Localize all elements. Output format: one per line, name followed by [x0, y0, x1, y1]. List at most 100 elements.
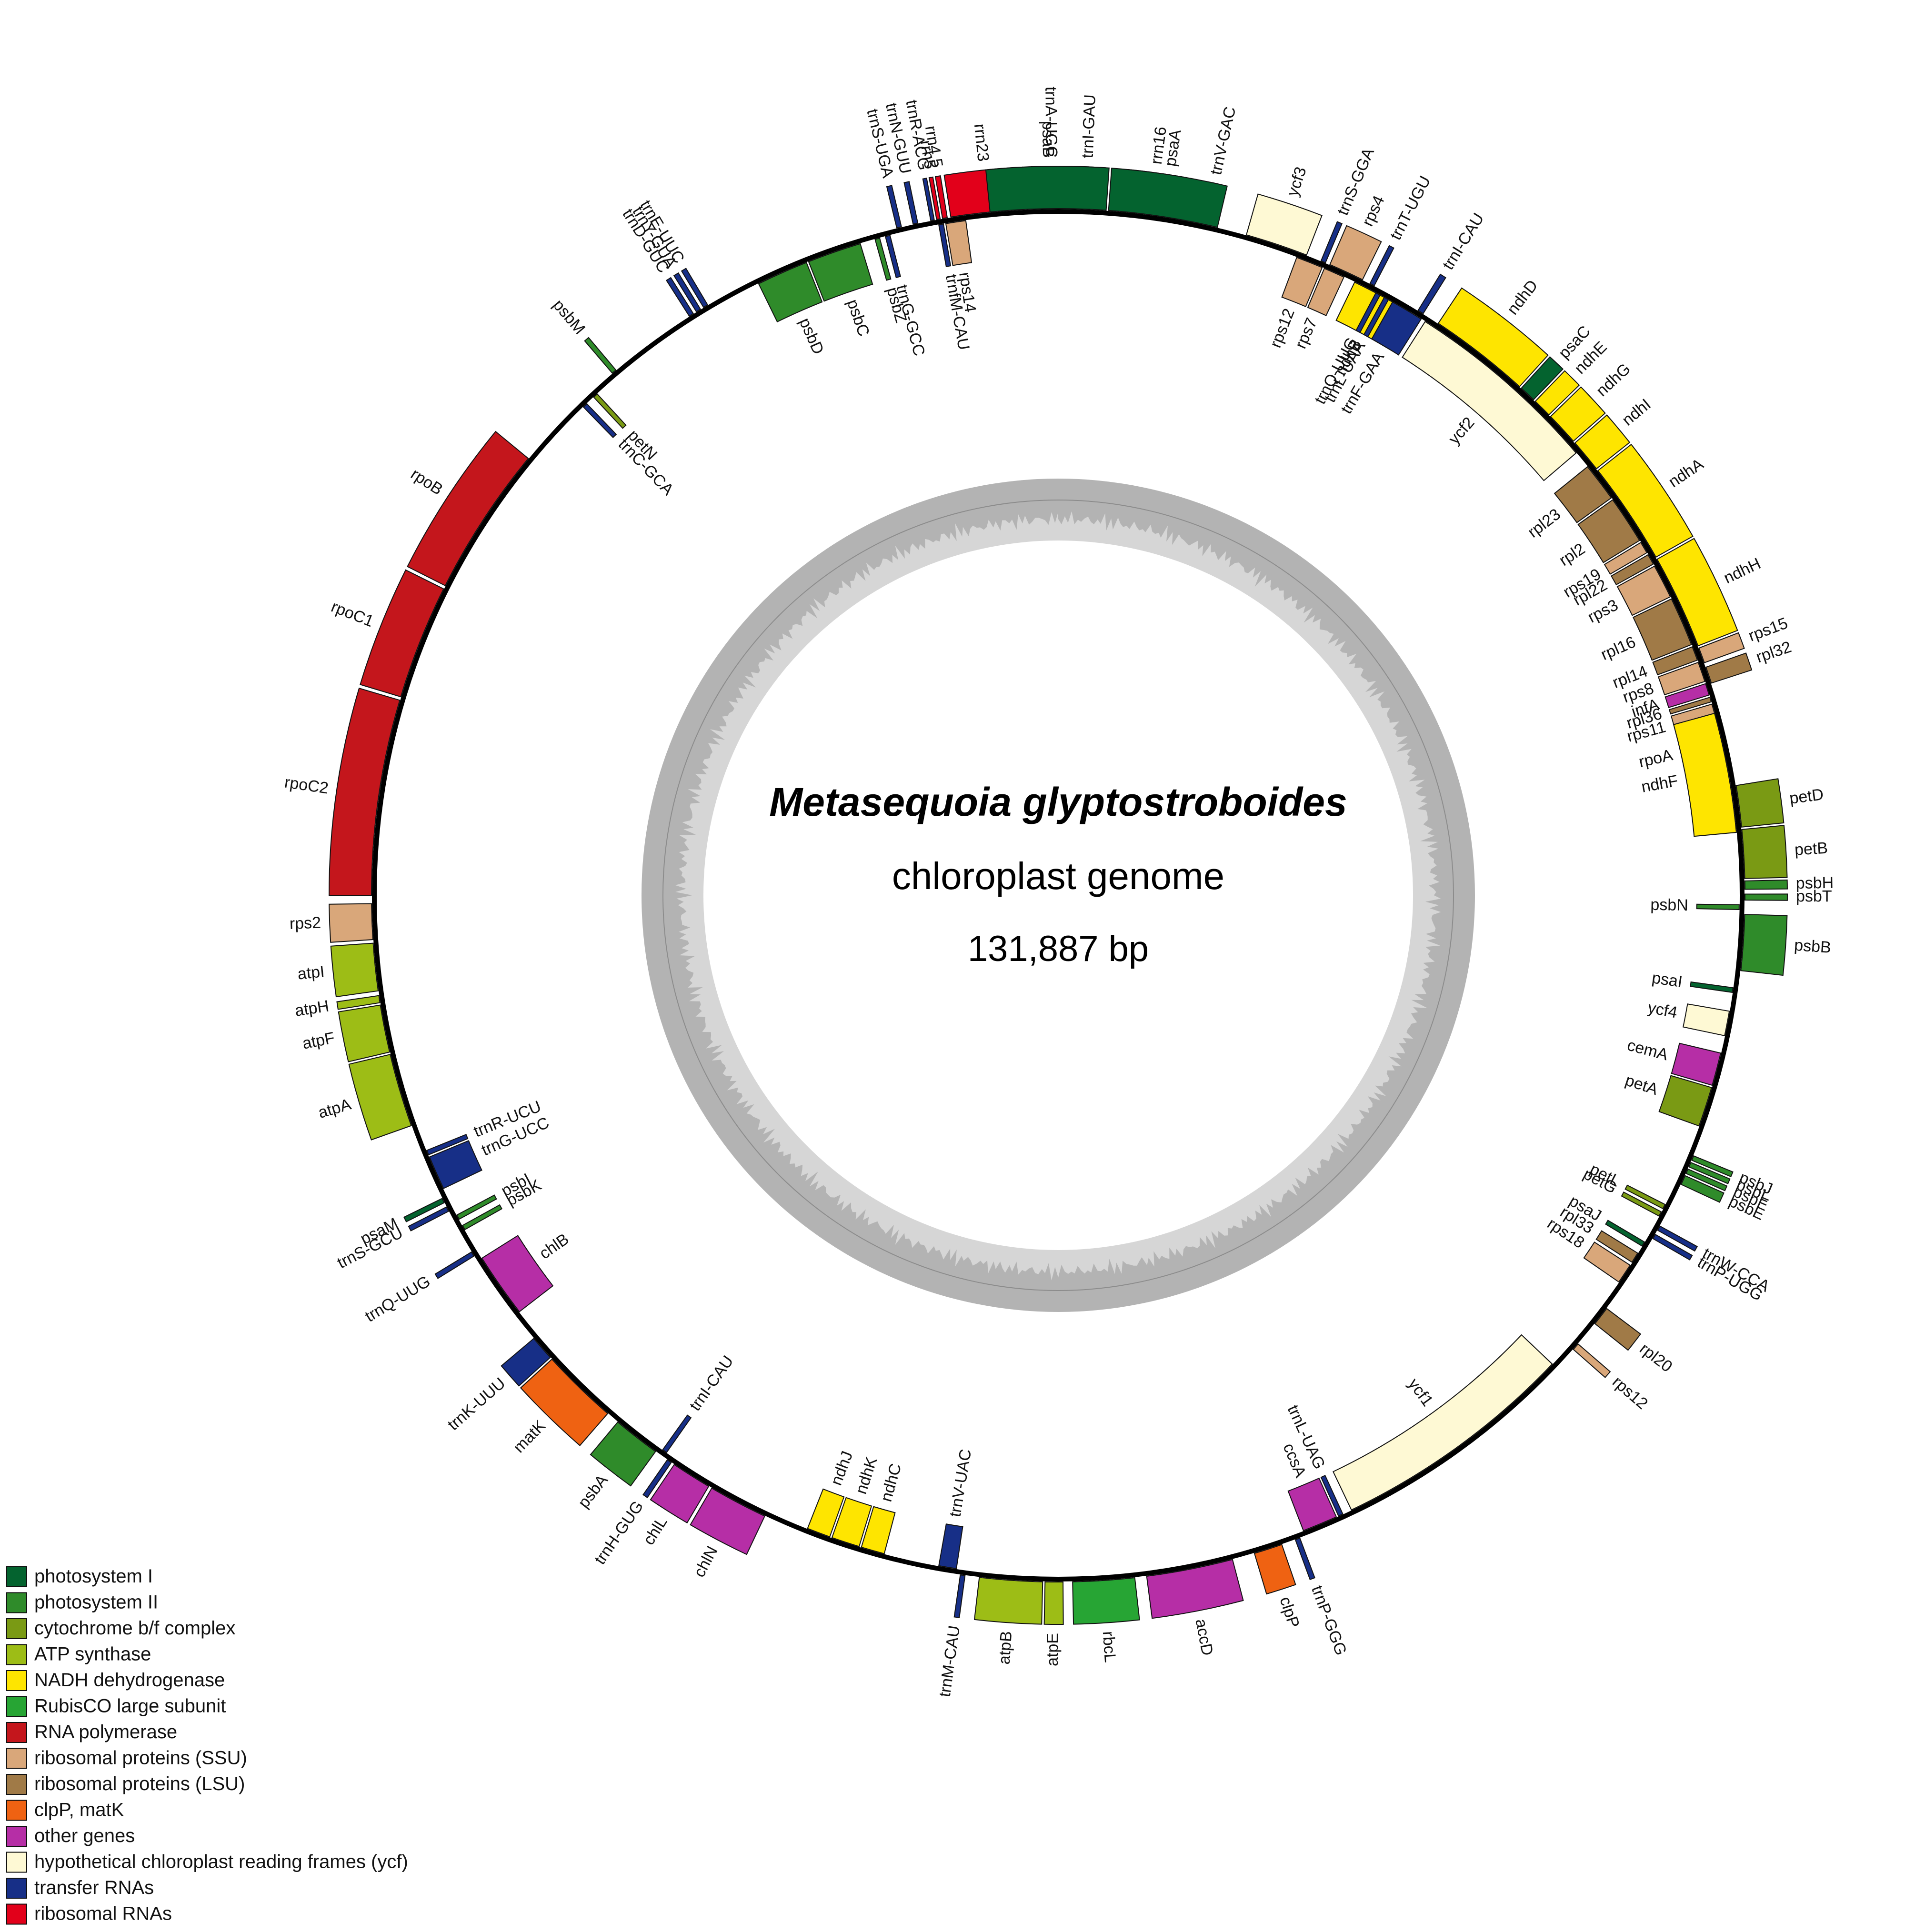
gene-label-peta: petA [1623, 1071, 1661, 1099]
gene-label-ycf3: ycf3 [1283, 165, 1310, 199]
legend-label-rpo: RNA polymerase [34, 1722, 177, 1742]
legend: photosystem I photosystem II cytochrome b/… [6, 1566, 408, 1925]
gene-label-rpl23: rpl23 [1524, 505, 1564, 541]
legend-swatch-atp [6, 1644, 27, 1665]
gene-label-ycf4: ycf4 [1646, 999, 1679, 1022]
gene-label-ndhh: ndhH [1721, 554, 1764, 587]
gene-label-rbcl: rbcL [1099, 1631, 1119, 1663]
gene-label-psbc: psbC [843, 297, 873, 339]
gene-clpp [1253, 1544, 1296, 1595]
gene-ndhi [1574, 414, 1631, 470]
gene-rps18 [1583, 1241, 1631, 1283]
gene-rps15 [1698, 632, 1745, 663]
legend-label-atp: ATP synthase [34, 1644, 151, 1665]
gene-atpb [973, 1577, 1043, 1625]
gene-label-trnh-gug: trnH-GUG [591, 1498, 647, 1568]
gene-ndhf [1673, 712, 1737, 837]
gc-midline [662, 500, 1454, 1291]
gene-label-ndha: ndhA [1665, 455, 1707, 491]
gene-label-psbb: psbB [1794, 936, 1832, 957]
gene-label-rps2: rps2 [289, 913, 321, 933]
gene-rps19 [1604, 541, 1648, 575]
gene-psbb [1740, 914, 1788, 976]
organism-name: Metasequoia glyptostroboides [769, 780, 1347, 824]
gene-label-cema: cemA [1625, 1036, 1670, 1064]
gene-rpl22 [1610, 554, 1654, 586]
gene-petd [1735, 778, 1785, 828]
gene-rpoc1 [360, 569, 444, 698]
gene-psaj [1605, 1220, 1645, 1247]
gene-trnv-uac [938, 1523, 963, 1570]
gene-label-rps4: rps4 [1359, 193, 1388, 229]
gene-trnh-gug [642, 1459, 672, 1499]
gene-trnl-uaa [1363, 297, 1389, 338]
gene-label-atpa: atpA [316, 1095, 353, 1122]
gene-trnq-uug [1355, 292, 1381, 333]
legend-label-rbc: RubisCO large subunit [34, 1696, 226, 1717]
gene-ccsa [1287, 1477, 1337, 1532]
gene-label-atpf: atpF [301, 1029, 336, 1052]
gene-label-psbn: psbN [1650, 896, 1688, 914]
gene-petl [1624, 1184, 1666, 1210]
gene-accd [1146, 1559, 1244, 1619]
gene-atpe [1043, 1581, 1064, 1625]
legend-label-rrn: ribosomal RNAs [34, 1903, 172, 1924]
gene-atpi [330, 942, 379, 998]
gene-trns-gga [1320, 221, 1343, 263]
gene-matk [520, 1358, 609, 1446]
legend-swatch-rrn [6, 1903, 27, 1925]
legend-swatch-lsu [6, 1774, 27, 1795]
gene-trnf-gaa [1371, 301, 1422, 356]
gene-trni-cau [662, 1414, 692, 1453]
gene-label-rps12: rps12 [1609, 1372, 1651, 1413]
gene-trny-gua [673, 272, 702, 312]
gene-ycf2 [1402, 320, 1577, 481]
gene-label-trnq-uug: trnQ-UUG [362, 1272, 433, 1325]
gene-trnp-ggg [1294, 1537, 1315, 1581]
gene-label-chll: chlL [640, 1513, 671, 1548]
gene-rps12 [1281, 257, 1323, 308]
gene-label-ndhd: ndhD [1504, 277, 1542, 318]
genome-backbone [372, 209, 1745, 1582]
gene-trni-cau [1417, 273, 1446, 314]
gene-rps8 [1657, 661, 1705, 696]
gene-trnfm-cau [938, 223, 952, 267]
gene-psbn [1696, 903, 1740, 910]
genome-circle [372, 209, 1745, 1582]
gene-psaa [1108, 168, 1228, 228]
gene-label-atph: atpH [294, 997, 331, 1020]
legend-label-cyt: cytochrome b/f complex [34, 1618, 235, 1639]
gene-ndhk [831, 1497, 872, 1547]
gene-psam [403, 1198, 445, 1222]
gene-psbj [1691, 1155, 1734, 1178]
gene-label-petb: petB [1794, 839, 1828, 859]
gene-label-rpoc1: rpoC1 [329, 598, 376, 631]
gene-atpf [338, 1004, 391, 1062]
gene-trnl-uag [1320, 1474, 1344, 1517]
gene-rps3 [1616, 565, 1671, 616]
gene-psbi [456, 1194, 497, 1220]
gene-rpl2 [1577, 499, 1640, 563]
gene-psab [985, 166, 1110, 213]
legend-label-psII: photosystem II [34, 1592, 158, 1613]
gene-ndhd [1437, 287, 1549, 388]
gene-rpoc2 [328, 687, 401, 896]
gene-label-ndhg: ndhG [1593, 360, 1634, 400]
gene-label-rpl16: rpl16 [1598, 633, 1639, 664]
gene-trnc-gca [582, 403, 617, 439]
legend-swatch-cyt [6, 1618, 27, 1639]
gene-trng-gcc [884, 235, 901, 279]
legend-label-ndh: NADH dehydrogenase [34, 1670, 225, 1691]
gc-content-ring [642, 479, 1475, 1312]
gene-trnn-guu [903, 181, 919, 225]
gene-label-ndhf: ndhF [1640, 772, 1679, 796]
gene-label-psba: psbA [574, 1471, 612, 1512]
gene-label-trni-cau: trnI-CAU [1439, 210, 1488, 273]
legend-label-psI: photosystem I [34, 1566, 153, 1587]
gene-psai [1690, 981, 1734, 993]
gene-psbc [808, 243, 873, 302]
gene-rbcl [1072, 1577, 1140, 1625]
gene-trnr-ucu [426, 1134, 469, 1156]
gene-rpl32 [1705, 652, 1753, 684]
gene-trnk-uuu [501, 1338, 551, 1387]
